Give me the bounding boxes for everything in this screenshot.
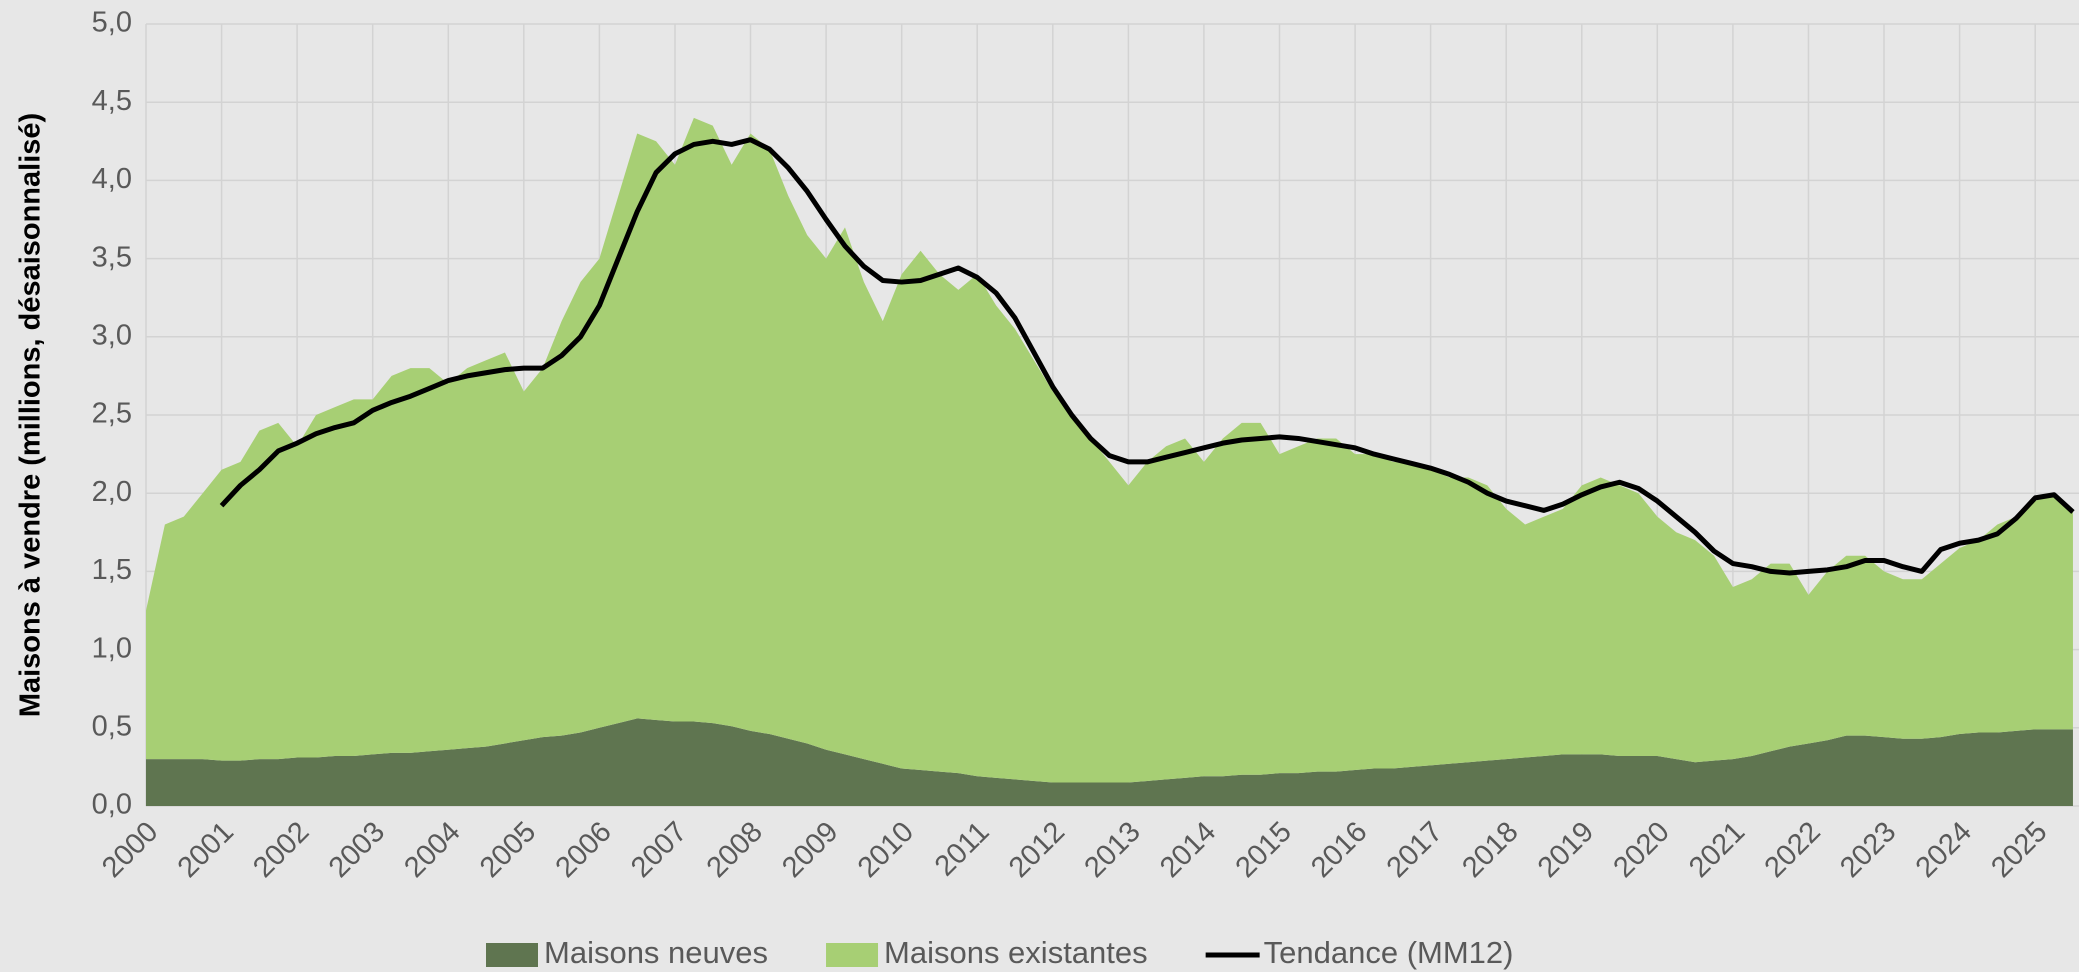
y-tick-label: 4,0 [92, 163, 132, 195]
y-axis-title: Maisons à vendre (millions, désaisonnali… [15, 113, 47, 717]
y-tick-label: 2,5 [92, 398, 132, 430]
y-tick-label: 0,0 [92, 789, 132, 821]
legend-label: Maisons neuves [544, 935, 768, 970]
y-tick-label: 1,5 [92, 554, 132, 586]
area [146, 117, 2073, 783]
legend-swatch [486, 943, 538, 967]
y-tick-label: 5,0 [92, 7, 132, 39]
legend-label: Tendance (MM12) [1264, 935, 1514, 970]
y-tick-label: 1,0 [92, 632, 132, 664]
trend-line [219, 137, 2075, 576]
y-tick-label: 2,0 [92, 476, 132, 508]
y-tick-label: 3,5 [92, 241, 132, 273]
legend-swatch [826, 943, 879, 967]
legend-label: Maisons existantes [884, 935, 1148, 970]
y-tick-label: 3,0 [92, 319, 132, 351]
area [146, 718, 2073, 806]
y-tick-label: 0,5 [92, 710, 132, 742]
y-tick-label: 4,5 [92, 85, 132, 117]
